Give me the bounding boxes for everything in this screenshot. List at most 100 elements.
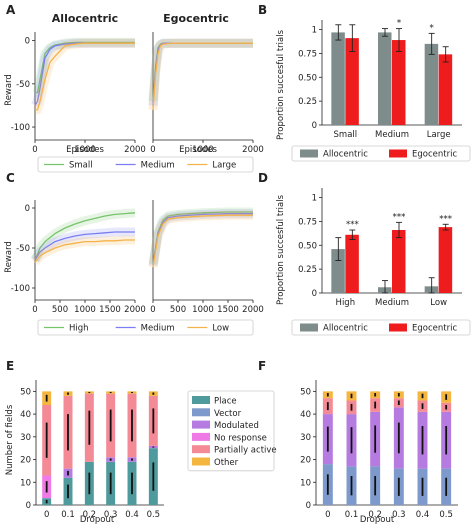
panel-e-y-tick-label: 20 bbox=[20, 456, 31, 466]
panel-c-ylabel: Reward bbox=[4, 241, 14, 273]
panel-f-category-0-3: 0.3 bbox=[392, 510, 406, 520]
panel-f-y-tick-label: 40 bbox=[300, 410, 311, 420]
panel-a-allocentric-title: Allocentric bbox=[52, 12, 118, 25]
panel-f-y-tick-label: 30 bbox=[300, 433, 311, 443]
panel-e-legend-swatch-no-response bbox=[192, 432, 210, 441]
panel-f-category-0-5: 0.5 bbox=[439, 510, 453, 520]
panel-letter-b: B bbox=[258, 3, 267, 17]
panel-a-legend: Small Medium Large bbox=[37, 156, 254, 173]
panel-b-y-tick-label: 0.25 bbox=[298, 97, 317, 107]
panel-c-egocentric-x-tick-label: 0 bbox=[150, 305, 155, 315]
panel-c-egocentric-x-tick-label: 1000 bbox=[192, 305, 214, 315]
panel-b-category-large: Large bbox=[427, 130, 451, 140]
panel-d-significance-medium: *** bbox=[393, 212, 406, 222]
panel-c-egocentric-x-tick-label: 2000 bbox=[242, 305, 264, 315]
panel-a-allocentric-line-large bbox=[35, 42, 135, 111]
panel-e-y-tick-label: 40 bbox=[20, 410, 31, 420]
panel-d-category-medium: Medium bbox=[375, 298, 409, 308]
panel-b-bar-allocentric-large bbox=[424, 43, 439, 126]
panel-c-allocentric-y-tick-label: -100 bbox=[11, 284, 30, 294]
panel-e-category-0-4: 0.4 bbox=[125, 510, 139, 520]
panel-b-legend-label-allocentric: Allocentric bbox=[323, 150, 368, 160]
panel-b-y-tick-label: 1 bbox=[312, 26, 317, 36]
panel-e-stacked-bar-chart: Number of fields Dropout 0 10 20 30 40 50 0 0.1… bbox=[5, 380, 164, 525]
panel-d-y-tick-label: 1 bbox=[312, 194, 317, 204]
panel-c-egocentric-band-low bbox=[148, 210, 253, 268]
panel-e-legend-label-other: Other bbox=[214, 458, 239, 468]
panel-a-allocentric-y-tick-label: 0 bbox=[25, 37, 30, 47]
panel-f-category-0-2: 0.2 bbox=[368, 510, 382, 520]
panel-b-legend-swatch-allocentric bbox=[300, 149, 318, 158]
panel-d-y-tick-label: 0.25 bbox=[298, 265, 317, 275]
panel-a-allocentric-y-tick-label: -50 bbox=[16, 80, 30, 90]
panel-e-y-tick-label: 0 bbox=[26, 501, 31, 511]
panel-c-legend-frame bbox=[37, 319, 254, 336]
panel-f-y-tick-label: 0 bbox=[306, 501, 311, 511]
panel-c-allocentric-line-low bbox=[34, 239, 135, 263]
panel-f-stacked-bar-chart: Dropout 0 10 20 30 40 50 0 0.1 0.2 0.3 0.4 0.5 bbox=[300, 380, 458, 525]
panel-c-allocentric-x-tick-label: 500 bbox=[52, 305, 68, 315]
panel-b-bar-chart: Proportion succesful trials 0 0.25 0.50 0.7… bbox=[276, 19, 462, 140]
panel-d-bar-egocentric-high bbox=[345, 234, 359, 293]
panel-b-significance-medium: * bbox=[397, 19, 401, 29]
panel-d-bar-chart: Proportion succesful trials 0 0.25 0.50 0.7… bbox=[276, 188, 462, 308]
panel-d-category-low: Low bbox=[430, 298, 447, 308]
panel-a-legend-label-large: Large bbox=[212, 161, 236, 171]
panel-a-legend-frame bbox=[37, 156, 254, 173]
panel-d-legend-frame bbox=[291, 319, 471, 336]
panel-a-allocentric-line-small bbox=[35, 41, 135, 94]
panel-c-legend-label-high: High bbox=[69, 324, 89, 334]
panel-e-legend-swatch-other bbox=[192, 457, 210, 466]
panel-b-bar-egocentric-small bbox=[345, 38, 359, 125]
panel-e-legend-label-no-response: No response bbox=[214, 433, 267, 443]
panel-c-egocentric-line-high bbox=[152, 211, 253, 265]
panel-d-y-tick-label: 0.75 bbox=[298, 217, 317, 227]
panel-e-category-0-3: 0.3 bbox=[104, 510, 118, 520]
panel-c-allocentric-x-tick-label: 0 bbox=[32, 305, 37, 315]
panel-d-legend-label-egocentric: Egocentric bbox=[412, 324, 457, 334]
panel-c-allocentric-x-tick-label: 1500 bbox=[99, 305, 121, 315]
panel-c-allocentric-line-high bbox=[34, 212, 136, 261]
panel-d-bar-allocentric-high bbox=[331, 249, 345, 293]
panel-e-category-0: 0 bbox=[44, 510, 49, 520]
panel-b-bar-allocentric-medium bbox=[378, 32, 392, 126]
panel-d-legend-swatch-egocentric bbox=[389, 323, 407, 332]
panel-c-allocentric-y-tick-label: 0 bbox=[25, 204, 30, 214]
panel-e-legend-swatch-place bbox=[192, 396, 210, 404]
panel-b-bar-egocentric-medium bbox=[392, 40, 406, 125]
panel-c-egocentric-plot: 0 500 1000 1500 2000 bbox=[148, 200, 264, 315]
panel-d-category-high: High bbox=[336, 298, 356, 308]
panel-a-allocentric-plot: Allocentric Episodes Reward 0 1000 2000 0 -5… bbox=[4, 12, 146, 155]
panel-c-allocentric-line-medium bbox=[34, 231, 135, 261]
panel-e-ylabel: Number of fields bbox=[5, 404, 15, 475]
panel-b-y-tick-label: 0.75 bbox=[298, 49, 317, 59]
panel-a-legend-label-medium: Medium bbox=[141, 161, 175, 171]
panel-a-ylabel: Reward bbox=[4, 74, 14, 106]
panel-a-egocentric-xlabel: Episodes bbox=[179, 145, 217, 155]
panel-e-category-0-1: 0.1 bbox=[61, 510, 75, 520]
panel-a-allocentric-y-tick-label: -100 bbox=[11, 123, 30, 133]
panel-a-egocentric-x-tick-label: 0 bbox=[150, 145, 155, 155]
panel-e-y-tick-label: 10 bbox=[20, 478, 31, 488]
panel-d-y-tick-label: 0 bbox=[312, 289, 317, 299]
panel-a-egocentric-band-medium bbox=[148, 38, 253, 106]
panel-c-allocentric-x-tick-label: 2000 bbox=[124, 305, 146, 315]
panel-a-allocentric-x-tick-label: 0 bbox=[32, 145, 37, 155]
panel-b-y-tick-label: 0.50 bbox=[298, 73, 317, 83]
panel-a-legend-label-small: Small bbox=[69, 161, 93, 171]
panel-a-egocentric-line-medium bbox=[152, 42, 253, 106]
panel-e-legend-label-partially-active: Partially active bbox=[214, 446, 277, 456]
panel-letter-e: E bbox=[6, 359, 14, 373]
panel-c-egocentric-x-tick-label: 1500 bbox=[217, 305, 239, 315]
panel-e-category-0-2: 0.2 bbox=[83, 510, 97, 520]
panel-e-legend-label-place: Place bbox=[214, 397, 237, 407]
panel-f-category-0-1: 0.1 bbox=[345, 510, 359, 520]
panel-letter-d: D bbox=[258, 171, 268, 185]
panel-a-egocentric-title: Egocentric bbox=[163, 12, 229, 25]
panel-e-category-0-5: 0.5 bbox=[147, 510, 161, 520]
panel-b-legend-frame bbox=[291, 145, 471, 162]
panel-f-y-tick-label: 20 bbox=[300, 456, 311, 466]
panel-d-y-tick-label: 0.50 bbox=[298, 241, 317, 251]
panel-b-ylabel: Proportion succesful trials bbox=[276, 29, 286, 140]
